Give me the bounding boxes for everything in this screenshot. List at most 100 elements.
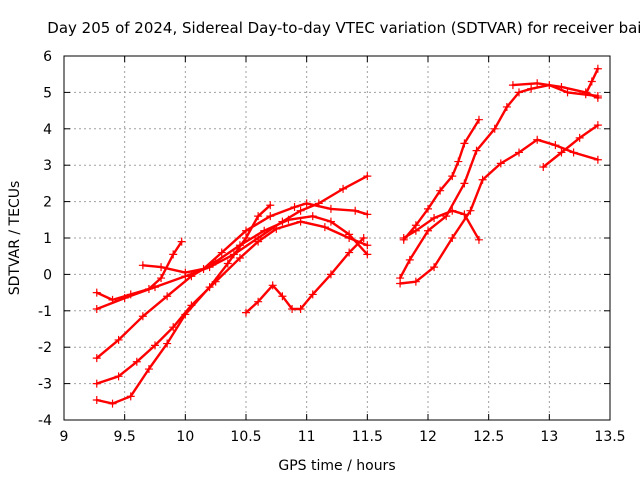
data-point [351, 206, 360, 215]
data-point [396, 274, 405, 283]
series-line [398, 138, 600, 285]
data-point [132, 357, 141, 366]
data-point [92, 379, 101, 388]
data-point [151, 283, 159, 292]
data-point [539, 163, 548, 172]
data-point [363, 172, 372, 181]
series-line [402, 209, 481, 242]
y-tick-label: 4 [43, 122, 52, 138]
series-line [95, 174, 369, 311]
data-point [114, 335, 123, 344]
data-point [448, 206, 457, 215]
series-line [402, 118, 481, 242]
x-tick-label: 11 [298, 429, 316, 445]
y-tick-label: -4 [38, 413, 52, 429]
data-point [290, 203, 299, 212]
data-point [405, 255, 414, 264]
data-point [92, 288, 101, 297]
data-point [157, 263, 166, 272]
data-point [187, 272, 196, 281]
data-point [254, 212, 263, 221]
data-point [496, 159, 505, 168]
y-tick-label: 2 [43, 195, 52, 211]
data-point [363, 210, 372, 219]
data-point [533, 79, 542, 88]
data-point [92, 304, 101, 313]
series-arc-13 [539, 121, 602, 172]
data-point [593, 155, 602, 164]
y-tick-label: 1 [43, 231, 52, 247]
data-point [296, 206, 305, 215]
series-arc-11 [399, 206, 483, 244]
series-arc-5 [92, 201, 275, 408]
data-point [557, 82, 566, 91]
data-point [254, 297, 263, 306]
data-point [345, 248, 354, 257]
data-point [114, 372, 123, 381]
series-line [244, 236, 365, 314]
data-point [169, 250, 178, 259]
series-arc-3 [92, 212, 372, 363]
data-point [460, 210, 469, 219]
data-point [436, 186, 445, 195]
data-point [424, 226, 432, 235]
data-point [92, 354, 101, 363]
data-point [242, 308, 250, 317]
x-tick-label: 12.5 [473, 429, 504, 445]
chart-title: Day 205 of 2024, Sidereal Day-to-day VTE… [47, 19, 640, 37]
x-tick-label: 10.5 [230, 429, 261, 445]
x-tick-label: 13.5 [594, 429, 625, 445]
data-point [308, 290, 317, 299]
axes: 9 9.5 10 10.5 11 11.5 12 12.5 13 13.5-4-3-2-10123… [38, 49, 626, 445]
data-point [363, 241, 372, 250]
data-point [575, 133, 584, 142]
data-point [266, 201, 275, 210]
y-tick-label: 3 [43, 158, 52, 174]
data-point [533, 135, 542, 144]
data-point [490, 124, 499, 133]
data-point [460, 139, 469, 148]
data-point [268, 281, 277, 290]
data-point [302, 199, 311, 208]
series-line [95, 240, 183, 302]
data-point [502, 102, 511, 111]
data-point [242, 234, 250, 242]
series-line [141, 202, 369, 274]
series-line [398, 83, 600, 280]
series-arc-9 [396, 81, 602, 283]
data-point [454, 157, 463, 166]
data-point [411, 226, 420, 235]
data-point [326, 204, 335, 213]
series-group [92, 64, 602, 408]
data-point [144, 365, 153, 374]
data-point [126, 392, 135, 401]
x-tick-label: 12 [419, 429, 437, 445]
data-point [411, 277, 420, 286]
data-point [120, 294, 129, 303]
data-point [424, 204, 432, 213]
data-point [260, 226, 269, 235]
data-point [472, 146, 481, 155]
x-tick-label: 11.5 [352, 429, 383, 445]
data-point [359, 234, 368, 242]
data-point [235, 254, 244, 263]
y-tick-label: 6 [43, 49, 52, 65]
series-arc-8 [396, 135, 602, 288]
data-point [339, 184, 348, 193]
data-point [151, 341, 159, 350]
x-tick-label: 9.5 [114, 429, 136, 445]
data-point [242, 226, 250, 235]
data-point [587, 77, 596, 86]
data-point [272, 224, 281, 233]
data-point [557, 148, 566, 157]
x-tick-label: 13 [540, 429, 558, 445]
series-arc-7 [242, 234, 368, 317]
series-line [95, 214, 369, 360]
y-axis-label: SDTVAR / TECUs [7, 181, 23, 296]
data-point [205, 283, 214, 292]
data-point [581, 90, 590, 99]
data-point [163, 339, 172, 348]
data-point [199, 264, 208, 273]
data-point [593, 64, 602, 73]
